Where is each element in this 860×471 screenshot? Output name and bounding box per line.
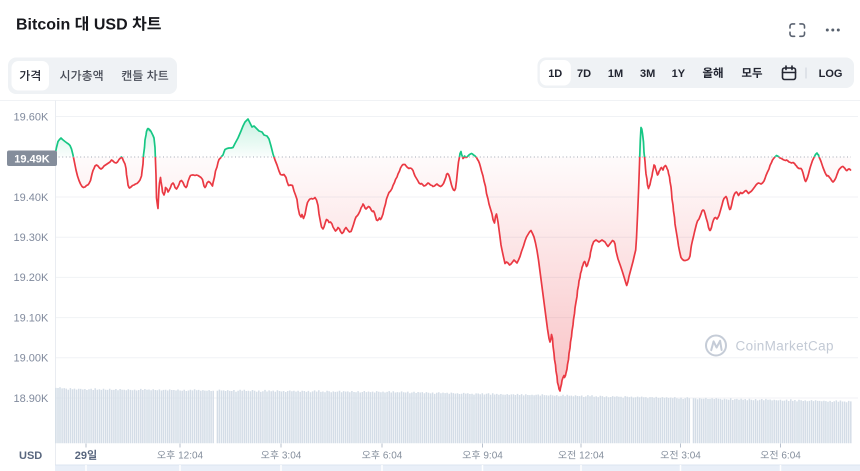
svg-text:6:04: 6:04 [779, 451, 802, 462]
svg-text:12:04: 12:04 [175, 451, 203, 462]
svg-text:19.49K: 19.49K [14, 153, 50, 165]
svg-text:Bitcoin: Bitcoin [16, 17, 75, 34]
svg-text:12:04: 12:04 [576, 451, 604, 462]
svg-text:9:04: 9:04 [481, 451, 504, 462]
svg-text:19.30K: 19.30K [14, 232, 50, 244]
svg-text:1Y: 1Y [672, 68, 686, 80]
svg-text:LOG: LOG [819, 68, 843, 80]
svg-text:3M: 3M [640, 68, 655, 80]
svg-text:3:04: 3:04 [279, 451, 302, 462]
svg-text:7D: 7D [577, 68, 591, 80]
svg-text:USD: USD [89, 17, 132, 34]
svg-text:1D: 1D [548, 68, 562, 80]
svg-text:USD: USD [19, 450, 42, 462]
svg-text:29: 29 [75, 450, 87, 462]
svg-text:3:04: 3:04 [679, 451, 702, 462]
svg-text:19.00K: 19.00K [14, 353, 50, 365]
svg-text:19.60K: 19.60K [14, 111, 50, 123]
svg-text:19.40K: 19.40K [14, 192, 50, 204]
svg-text:18.90K: 18.90K [14, 393, 50, 405]
svg-text:19.10K: 19.10K [14, 312, 50, 324]
svg-text:6:04: 6:04 [380, 451, 403, 462]
svg-text:19.20K: 19.20K [14, 272, 50, 284]
svg-text:1M: 1M [608, 68, 623, 80]
svg-text:CoinMarketCap: CoinMarketCap [736, 338, 834, 353]
